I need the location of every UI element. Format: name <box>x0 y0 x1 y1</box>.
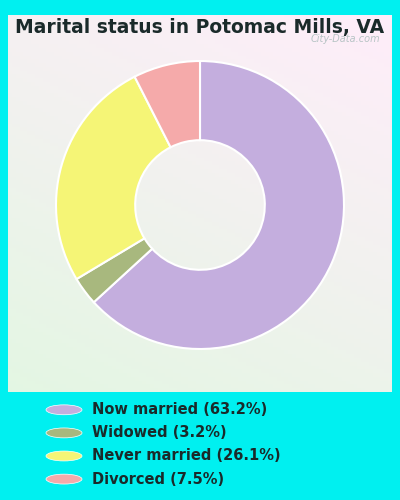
Wedge shape <box>135 61 200 148</box>
Wedge shape <box>94 61 344 349</box>
Text: Widowed (3.2%): Widowed (3.2%) <box>92 426 227 440</box>
Wedge shape <box>76 238 152 302</box>
Circle shape <box>46 428 82 438</box>
Text: Never married (26.1%): Never married (26.1%) <box>92 448 281 464</box>
Circle shape <box>46 405 82 415</box>
Wedge shape <box>56 76 170 279</box>
Text: Marital status in Potomac Mills, VA: Marital status in Potomac Mills, VA <box>16 18 384 36</box>
Text: Divorced (7.5%): Divorced (7.5%) <box>92 472 224 486</box>
Circle shape <box>46 474 82 484</box>
Text: City-Data.com: City-Data.com <box>311 34 380 44</box>
Circle shape <box>46 451 82 461</box>
Text: Now married (63.2%): Now married (63.2%) <box>92 402 267 417</box>
